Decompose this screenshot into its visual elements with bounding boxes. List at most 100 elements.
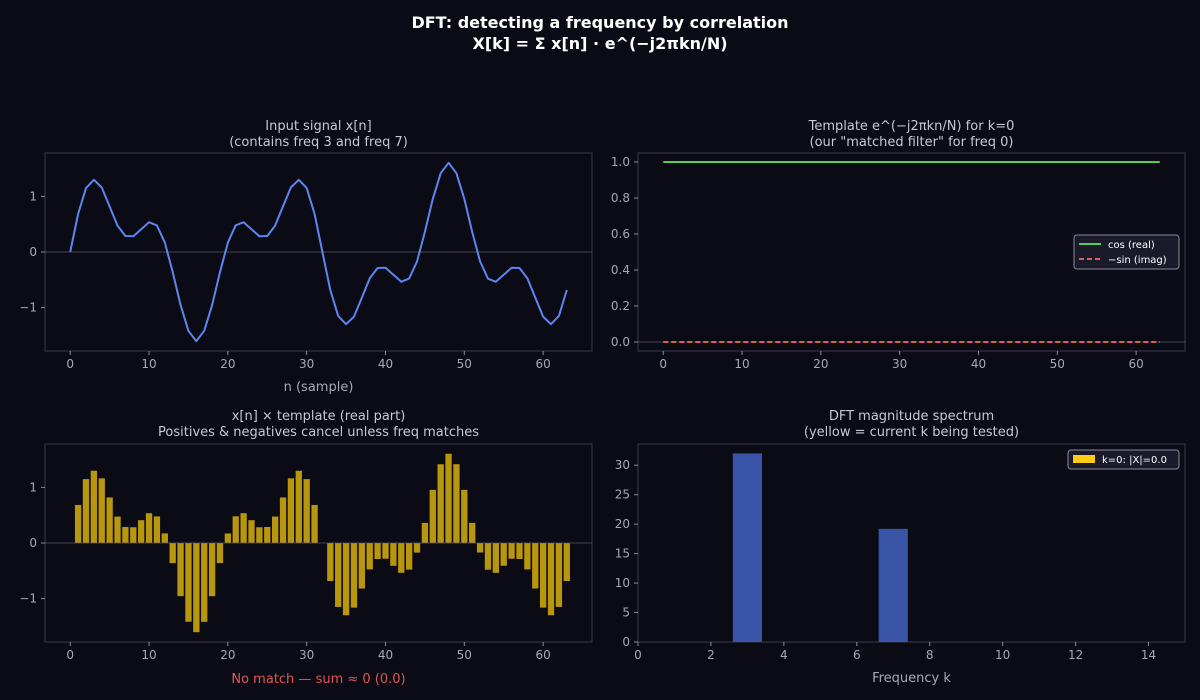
panel-input-title: Input signal x[n]	[265, 119, 371, 134]
product-bar	[130, 527, 137, 543]
panel-input-signal: Input signal x[n] (contains freq 3 and f…	[19, 119, 593, 395]
product-bar	[272, 516, 279, 543]
spectrum-ytick-label: 15	[615, 547, 630, 561]
template-xtick-label: 20	[813, 357, 828, 371]
input-ytick-label: 0	[29, 245, 37, 259]
product-bar	[413, 543, 421, 553]
input-ytick-label: 1	[29, 189, 37, 203]
product-bar	[295, 470, 302, 543]
product-bar	[555, 543, 563, 607]
panel-template-title: Template e^(−j2πkn/N) for k=0	[808, 119, 1015, 134]
product-bar	[532, 543, 539, 589]
template-ytick-label: 0.2	[611, 299, 630, 313]
product-bar	[311, 504, 318, 543]
template-xtick-label: 50	[1050, 357, 1065, 371]
template-xtick-label: 0	[659, 357, 667, 371]
product-bar	[232, 516, 239, 543]
product-bar	[469, 522, 476, 543]
product-bar	[445, 453, 452, 543]
plot-spectrum: 0 2 4 6 8 10 12 14 0 5 10 15 20 25 30	[615, 443, 1186, 662]
figure-formula: X[k] = Σ x[n] · e^(−j2πkn/N)	[472, 34, 727, 53]
product-bar	[264, 526, 271, 543]
spectrum-ytick-label: 10	[615, 576, 630, 590]
template-xtick-label: 60	[1128, 357, 1143, 371]
product-bar	[90, 470, 98, 543]
plot-input: 0 10 20 30 40 50 60 −1 0 1	[19, 152, 593, 371]
product-bar	[98, 478, 105, 543]
template-ytick-label: 0.4	[611, 263, 630, 277]
spectrum-ytick-label: 20	[615, 517, 630, 531]
input-xtick-label: 20	[220, 357, 235, 371]
product-bar	[82, 479, 90, 543]
template-ytick-label: 0.0	[611, 335, 630, 349]
product-bar	[484, 543, 492, 570]
legend-sin-label: −sin (imag)	[1108, 255, 1167, 266]
product-xtick-label: 0	[66, 648, 74, 662]
product-xtick-label: 50	[457, 648, 472, 662]
product-bar	[492, 543, 499, 573]
panel-spectrum: DFT magnitude spectrum (yellow = current…	[615, 409, 1186, 686]
product-bar	[398, 543, 405, 573]
input-xtick-label: 30	[299, 357, 314, 371]
panel-input-subtitle: (contains freq 3 and freq 7)	[229, 135, 408, 150]
template-xtick-label: 30	[892, 357, 907, 371]
legend-spectrum-swatch	[1073, 455, 1095, 463]
product-bar	[114, 516, 121, 543]
product-bar	[201, 543, 208, 622]
spectrum-xtick-label: 0	[634, 648, 642, 662]
product-bar	[374, 543, 381, 560]
spectrum-xtick-label: 6	[853, 648, 861, 662]
panel-spectrum-xlabel: Frequency k	[872, 671, 951, 686]
plot-product: 0 10 20 30 40 50 60 −1 0 1	[19, 443, 593, 662]
product-bar	[508, 543, 515, 559]
input-ytick-label: −1	[19, 301, 37, 315]
spectrum-ytick-label: 30	[615, 458, 630, 472]
spectrum-xtick-label: 4	[780, 648, 788, 662]
panel-spectrum-title: DFT magnitude spectrum	[829, 409, 994, 424]
spectrum-frame	[637, 443, 1186, 643]
legend-spectrum: k=0: |X|=0.0	[1067, 449, 1180, 470]
product-bar	[216, 543, 224, 564]
template-ytick-label: 0.6	[611, 227, 630, 241]
spectrum-xtick-label: 14	[1141, 648, 1156, 662]
product-bar	[382, 543, 389, 559]
product-bar	[153, 516, 161, 543]
template-ytick-label: 1.0	[611, 155, 630, 169]
product-bar	[193, 543, 200, 633]
spectrum-xtick-label: 12	[1068, 648, 1083, 662]
product-bar	[169, 543, 176, 564]
input-xtick-label: 50	[457, 357, 472, 371]
product-bar	[208, 543, 216, 597]
panel-product-note: No match — sum ≈ 0 (0.0)	[231, 672, 405, 687]
input-xtick-label: 10	[141, 357, 156, 371]
product-bar	[240, 513, 247, 543]
spectrum-ytick-label: 5	[622, 606, 630, 620]
product-ytick-label: 0	[29, 536, 37, 550]
spectrum-xtick-label: 2	[707, 648, 715, 662]
spectrum-xtick-label: 8	[926, 648, 934, 662]
spectrum-bar	[878, 528, 908, 642]
input-xtick-label: 60	[535, 357, 550, 371]
product-bar	[279, 497, 287, 543]
panel-template-subtitle: (our "matched filter" for freq 0)	[810, 135, 1014, 150]
input-xtick-label: 40	[378, 357, 393, 371]
product-bar	[516, 543, 523, 560]
product-bar	[161, 533, 168, 543]
product-bar	[461, 489, 468, 543]
product-bar	[256, 527, 263, 543]
product-bar	[366, 543, 373, 570]
template-xtick-label: 40	[971, 357, 986, 371]
product-xtick-label: 60	[535, 648, 550, 662]
product-bar	[421, 522, 429, 543]
spectrum-ytick-label: 25	[615, 488, 630, 502]
product-bar	[437, 464, 444, 543]
product-bar	[405, 543, 413, 570]
product-bar	[177, 543, 184, 597]
product-bar	[122, 526, 129, 543]
product-xtick-label: 20	[220, 648, 235, 662]
product-bar	[500, 543, 507, 566]
product-bar	[224, 533, 232, 543]
product-xtick-label: 40	[378, 648, 393, 662]
product-bar	[524, 543, 531, 570]
